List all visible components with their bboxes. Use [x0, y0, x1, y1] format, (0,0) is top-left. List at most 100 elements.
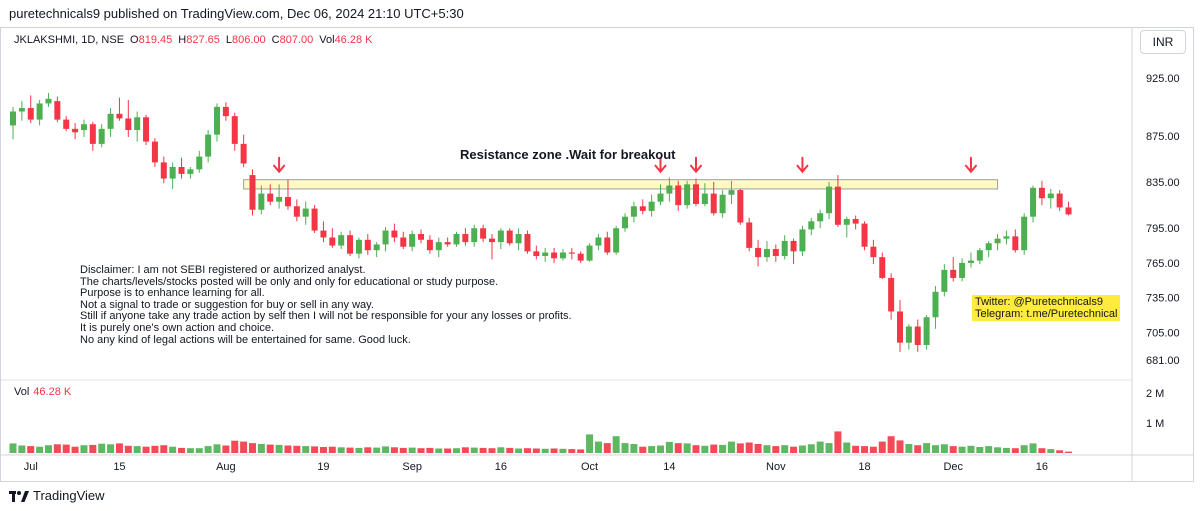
symbol-name[interactable]: JKLAKSHMI, 1D, NSE: [14, 34, 125, 46]
volume-bar: [736, 443, 744, 453]
time-tick-label: Oct: [581, 461, 598, 473]
price-tick-label: 765.00: [1146, 258, 1180, 270]
candle-body: [169, 166, 176, 179]
candle-body: [586, 245, 593, 261]
volume-bar: [178, 447, 186, 453]
volume-bar: [781, 445, 789, 453]
down-arrow-icon: [964, 156, 977, 174]
volume-bar: [559, 448, 567, 453]
volume-bar: [453, 448, 460, 453]
volume-bar: [18, 445, 26, 453]
volume-bar: [825, 443, 833, 453]
volume-bar: [905, 444, 913, 453]
volume-bar: [89, 444, 97, 453]
candle-body: [861, 223, 868, 247]
volume-bar: [36, 446, 44, 453]
volume-bar: [133, 446, 141, 453]
candle-body: [409, 234, 416, 247]
volume-bar: [479, 447, 487, 453]
candle-body: [1056, 193, 1063, 208]
volume-bar: [506, 447, 514, 453]
symbol-legend: JKLAKSHMI, 1D, NSE O819.45 H827.65 L806.…: [14, 34, 372, 46]
volume-bar: [373, 447, 381, 453]
volume-bar: [852, 445, 860, 453]
volume-bar: [976, 447, 984, 453]
candle-body: [134, 117, 141, 131]
candle-body: [914, 326, 921, 345]
volume-bar: [683, 443, 691, 453]
candle-body: [320, 230, 327, 238]
volume-bar: [213, 444, 221, 453]
candle-body: [488, 238, 495, 243]
candle-body: [1038, 187, 1045, 199]
candle-body: [18, 108, 25, 112]
candle-body: [515, 234, 522, 244]
volume-bar: [470, 447, 478, 453]
telegram-handle: Telegram: t.me/Puretechnical: [975, 308, 1118, 320]
volume-bar: [940, 444, 948, 453]
time-tick-label: Dec: [943, 461, 963, 473]
candle-body: [187, 169, 194, 174]
tradingview-logo[interactable]: TradingView: [9, 488, 105, 503]
volume-bar: [390, 447, 398, 453]
candle-body: [755, 247, 762, 258]
time-tick-label: 19: [317, 461, 329, 473]
volume-bar: [931, 445, 939, 453]
candle-body: [1021, 216, 1028, 251]
candle-body: [728, 190, 735, 195]
volume-bar: [71, 446, 79, 453]
price-tick-label: 705.00: [1146, 327, 1180, 339]
resistance-zone-label[interactable]: Resistance zone .Wait for breakout: [460, 147, 676, 162]
volume-bar: [639, 446, 647, 453]
time-tick-label: Aug: [216, 461, 236, 473]
candle-body: [524, 234, 531, 252]
social-links-note[interactable]: Twitter: @Puretechnicals9 Telegram: t.me…: [972, 295, 1121, 321]
volume-bar: [798, 445, 806, 453]
volume-bar: [417, 448, 425, 453]
time-tick-label: 18: [858, 461, 870, 473]
volume-bar: [790, 446, 798, 453]
candle-body: [577, 253, 584, 261]
volume-bar: [648, 446, 656, 453]
volume-bar: [515, 448, 523, 453]
candle-body: [462, 234, 469, 243]
candle-body: [284, 197, 291, 207]
volume-bar: [843, 442, 851, 453]
volume-bar: [896, 440, 904, 453]
candle-body: [879, 257, 886, 278]
volume-bar: [1056, 450, 1064, 453]
volume-bar: [426, 447, 434, 453]
volume-bar: [186, 448, 194, 453]
volume-bar: [1029, 443, 1037, 453]
disclaimer-line: Still if anyone take any trade action by…: [80, 310, 572, 323]
volume-bar: [160, 445, 168, 453]
time-tick-label: 16: [1036, 461, 1048, 473]
volume-bar: [710, 444, 718, 453]
candle-body: [506, 230, 513, 244]
disclaimer-text[interactable]: Disclaimer: I am not SEBI registered or …: [80, 264, 572, 346]
volume-bar: [985, 446, 993, 453]
candle-body: [985, 243, 992, 251]
candle-body: [347, 235, 354, 254]
volume-bar: [435, 448, 443, 453]
candle-body: [426, 239, 433, 251]
candle-body: [843, 219, 850, 225]
volume-bar: [27, 446, 35, 453]
resistance-zone-box: [243, 179, 999, 190]
time-tick-label: 16: [495, 461, 507, 473]
chart-frame[interactable]: [0, 27, 1194, 482]
candle-body: [54, 101, 61, 120]
volume-bar: [878, 441, 886, 453]
volume-bar: [949, 446, 957, 453]
down-arrow-icon: [654, 156, 667, 174]
candle-body: [364, 239, 371, 251]
candle-body: [258, 193, 265, 210]
volume-bar: [994, 447, 1002, 453]
candle-body: [870, 246, 877, 258]
volume-bar: [719, 444, 727, 453]
volume-bar: [44, 445, 52, 453]
candle-body: [897, 311, 903, 343]
currency-button[interactable]: INR: [1140, 30, 1186, 54]
twitter-handle: Twitter: @Puretechnicals9: [975, 296, 1103, 308]
